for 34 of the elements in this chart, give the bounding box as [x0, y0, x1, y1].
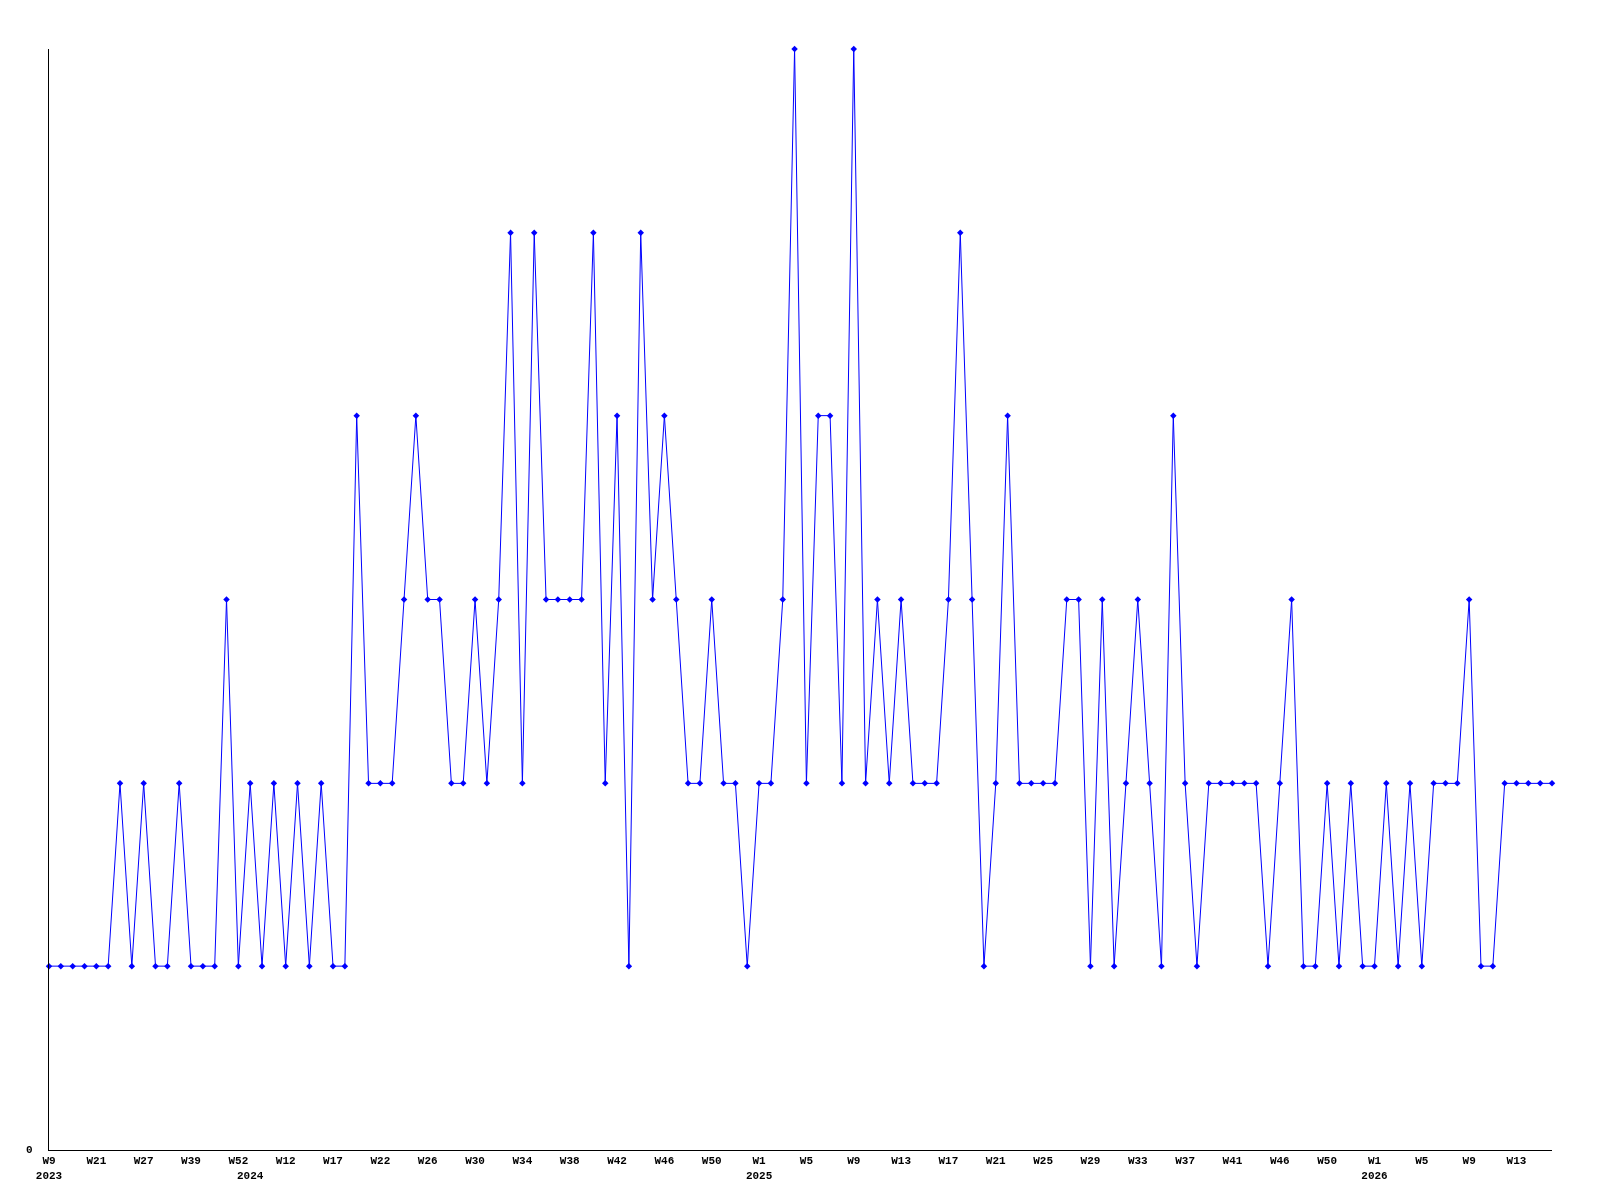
x-tick-label: W9: [1462, 1155, 1476, 1168]
x-tick-label: W27: [133, 1155, 154, 1168]
x-tick-label: W26: [417, 1155, 438, 1168]
x-tick-label: W50: [701, 1155, 722, 1168]
x-tick-label: W46: [654, 1155, 675, 1168]
x-tick-label: W12: [275, 1155, 296, 1168]
x-tick-label: W52: [228, 1155, 249, 1168]
x-tick-label: W1 2026: [1361, 1155, 1388, 1182]
x-tick-label: W5: [1415, 1155, 1429, 1168]
text: 0: [26, 1144, 33, 1156]
x-tick-label: W13: [1506, 1155, 1527, 1168]
x-tick-label: W38: [559, 1155, 581, 1168]
x-tick-label: W29: [1080, 1155, 1101, 1168]
x-tick-label: W5: [799, 1155, 814, 1168]
x-tick-label: W50: [1317, 1155, 1338, 1168]
x-tick-label: W21: [985, 1155, 1007, 1168]
x-tick-label: W9 2023: [35, 1155, 63, 1182]
x-tick-label: W25: [1033, 1155, 1054, 1168]
x-tick-label: W22: [370, 1155, 391, 1168]
x-tick-label: W17: [938, 1155, 959, 1168]
x-tick-label: W34: [512, 1155, 533, 1168]
x-tick-label: W21: [86, 1155, 107, 1168]
x-tick-label: W42: [607, 1155, 627, 1168]
x-tick-label: W13: [891, 1155, 912, 1168]
x-tick-label: W1 2025: [745, 1155, 773, 1182]
x-tick-label: W33: [1127, 1155, 1149, 1168]
x-tick-label: W46: [1269, 1155, 1290, 1168]
x-tick-label: W41: [1222, 1155, 1243, 1168]
x-tick-label: 2024: [236, 1169, 264, 1182]
x-tick-label: W30: [465, 1155, 485, 1168]
x-tick-label: W9: [847, 1155, 861, 1168]
x-tick-label: W37: [1175, 1155, 1196, 1168]
x-tick-label: W17: [323, 1155, 343, 1168]
x-tick-label: W39: [181, 1155, 201, 1168]
